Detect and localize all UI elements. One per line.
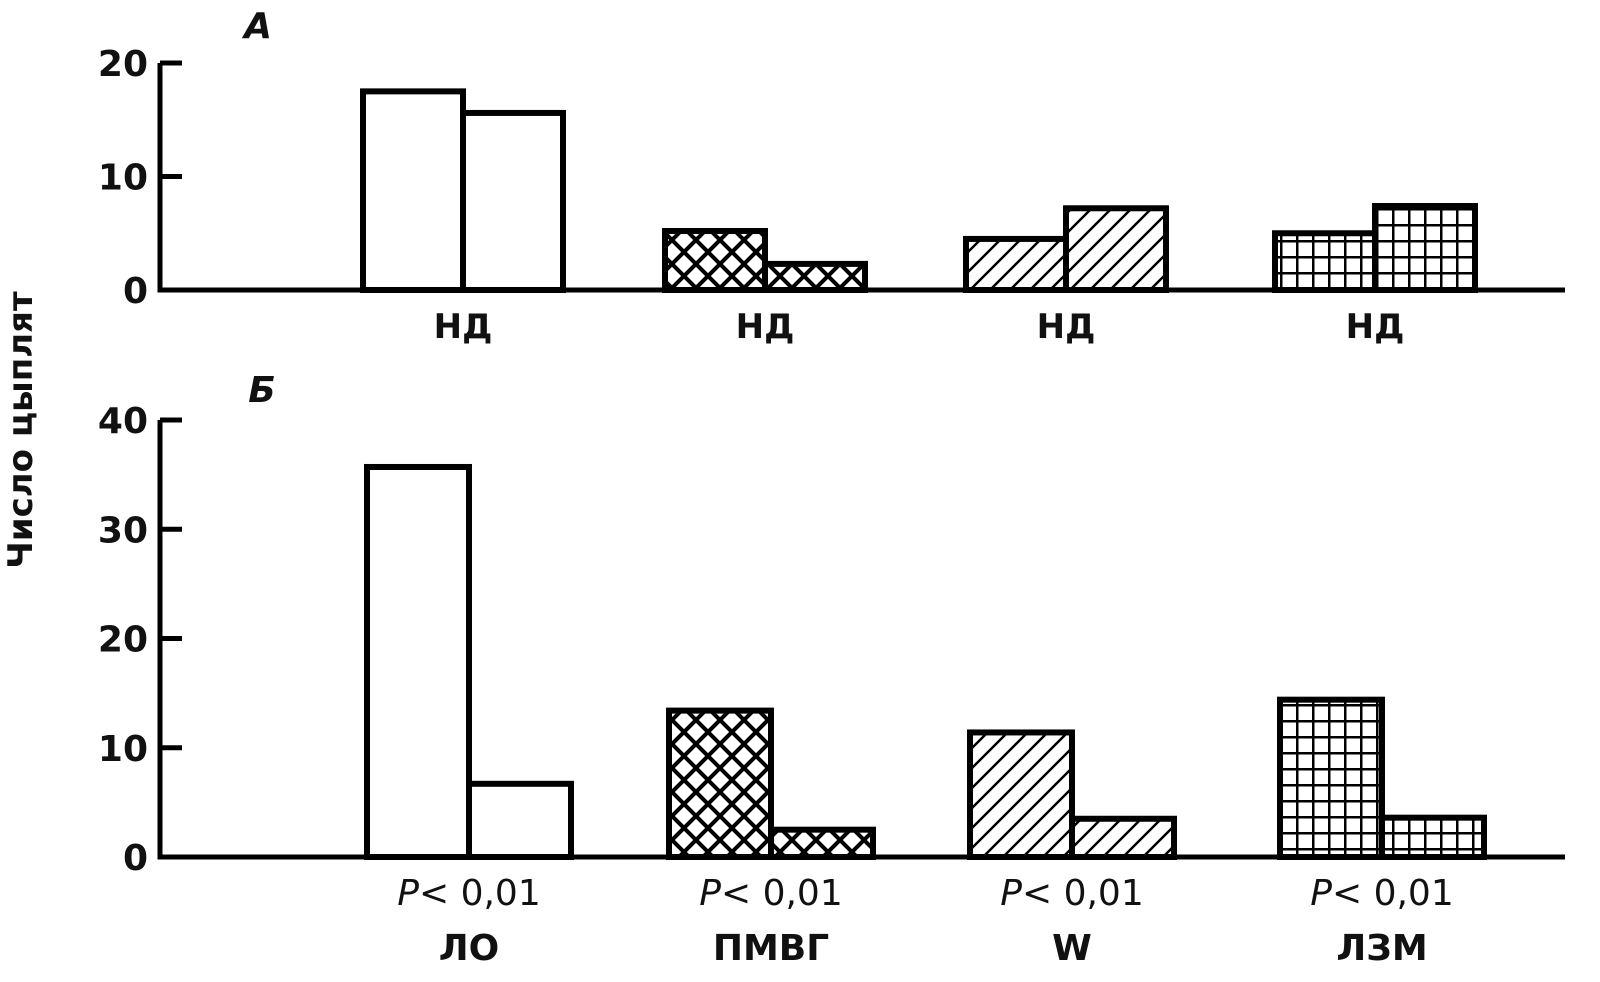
bar-annotation: НД <box>1037 307 1096 347</box>
y-tick-label: 40 <box>98 401 148 442</box>
bar <box>662 227 768 293</box>
panel-letter-a: А <box>241 6 272 47</box>
panel-b: 0 10 20 30 40 Б P< 0,01 ЛО P< 0,01 ПМВГ P< 0,01 W P<… <box>98 370 1565 969</box>
bar-annotation: НД <box>736 307 795 347</box>
bar-annotation: P< 0,01 <box>397 873 540 914</box>
bar <box>1379 814 1487 860</box>
bar <box>1069 815 1177 861</box>
panel-letter-b: Б <box>248 370 275 411</box>
category-label: ЛЗМ <box>1336 928 1427 969</box>
y-tick-label: 10 <box>98 729 148 770</box>
y-tick-label: 20 <box>98 44 148 85</box>
panel-a: 0 10 20 А НД НД НД НД <box>98 6 1565 347</box>
bar <box>666 707 774 860</box>
y-tick-label: 30 <box>98 510 148 551</box>
bar <box>1272 230 1378 293</box>
bar <box>460 109 566 293</box>
y-axis-label: Число цыплят <box>1 291 41 569</box>
bar <box>1277 696 1385 860</box>
bar <box>364 463 472 860</box>
y-tick-label: 0 <box>123 271 148 312</box>
bar <box>967 729 1075 861</box>
category-label: ЛО <box>439 928 500 969</box>
bar-annotation: НД <box>1346 307 1405 347</box>
bar <box>768 826 876 860</box>
y-tick-label: 20 <box>98 620 148 661</box>
y-tick-label: 0 <box>123 838 148 879</box>
bar-annotation: P< 0,01 <box>699 873 842 914</box>
bar <box>466 780 574 860</box>
bar-annotation: НД <box>434 307 493 347</box>
bar <box>963 235 1069 294</box>
y-tick-label: 10 <box>98 158 148 199</box>
bar <box>1063 205 1169 293</box>
bar <box>360 88 466 293</box>
category-label: W <box>1052 928 1092 969</box>
bar <box>762 260 868 293</box>
bar-annotation: P< 0,01 <box>1000 873 1143 914</box>
category-label: ПМВГ <box>713 928 829 969</box>
bar <box>1372 203 1478 293</box>
bar-annotation: P< 0,01 <box>1310 873 1453 914</box>
